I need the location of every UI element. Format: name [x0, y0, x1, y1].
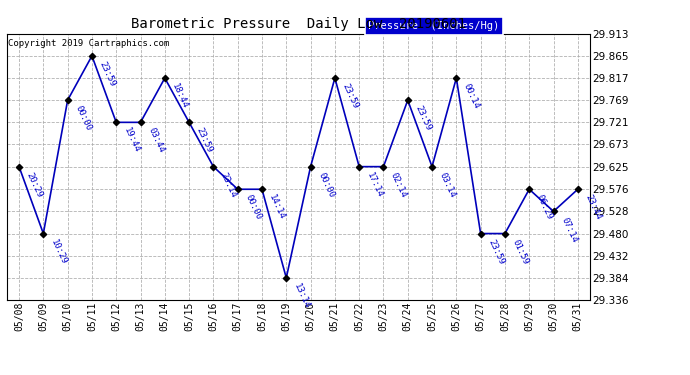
Point — [232, 186, 243, 192]
Point — [426, 164, 437, 170]
Text: 00:00: 00:00 — [244, 194, 263, 222]
Text: 00:00: 00:00 — [73, 104, 92, 132]
Text: Copyright 2019 Cartraphics.com: Copyright 2019 Cartraphics.com — [8, 39, 170, 48]
Text: Pressure  (Inches/Hg): Pressure (Inches/Hg) — [368, 21, 500, 31]
Text: 14:14: 14:14 — [268, 194, 287, 222]
Point — [354, 164, 365, 170]
Text: 19:44: 19:44 — [121, 126, 141, 154]
Text: 23:59: 23:59 — [195, 126, 214, 154]
Text: 00:14: 00:14 — [462, 82, 482, 110]
Text: 07:14: 07:14 — [559, 216, 579, 244]
Text: 23:59: 23:59 — [486, 238, 506, 266]
Text: 03:44: 03:44 — [146, 126, 166, 154]
Text: 01:59: 01:59 — [511, 238, 530, 266]
Point — [329, 75, 340, 81]
Point — [281, 275, 292, 281]
Text: 23:59: 23:59 — [97, 60, 117, 88]
Text: 13:14: 13:14 — [292, 282, 311, 310]
Text: 10:29: 10:29 — [49, 238, 68, 266]
Point — [475, 231, 486, 237]
Point — [135, 119, 146, 125]
Point — [14, 164, 25, 170]
Text: 02:14: 02:14 — [389, 171, 408, 199]
Point — [38, 231, 49, 237]
Point — [524, 186, 535, 192]
Point — [572, 186, 583, 192]
Text: 23:59: 23:59 — [413, 104, 433, 132]
Text: 23:59: 23:59 — [340, 82, 360, 110]
Point — [159, 75, 170, 81]
Text: 00:00: 00:00 — [316, 171, 335, 199]
Text: 18:44: 18:44 — [170, 82, 190, 110]
Point — [86, 53, 97, 59]
Text: 03:14: 03:14 — [437, 171, 457, 199]
Point — [184, 119, 195, 125]
Point — [402, 97, 413, 103]
Point — [305, 164, 316, 170]
Text: 23:44: 23:44 — [583, 194, 603, 222]
Text: 17:14: 17:14 — [365, 171, 384, 199]
Point — [257, 186, 268, 192]
Text: 06:29: 06:29 — [535, 194, 554, 222]
Point — [110, 119, 121, 125]
Title: Barometric Pressure  Daily Low  20190601: Barometric Pressure Daily Low 20190601 — [131, 17, 466, 31]
Point — [62, 97, 73, 103]
Point — [208, 164, 219, 170]
Point — [451, 75, 462, 81]
Text: 23:14: 23:14 — [219, 171, 239, 199]
Point — [548, 209, 559, 214]
Text: 20:29: 20:29 — [25, 171, 44, 199]
Point — [378, 164, 389, 170]
Point — [500, 231, 511, 237]
